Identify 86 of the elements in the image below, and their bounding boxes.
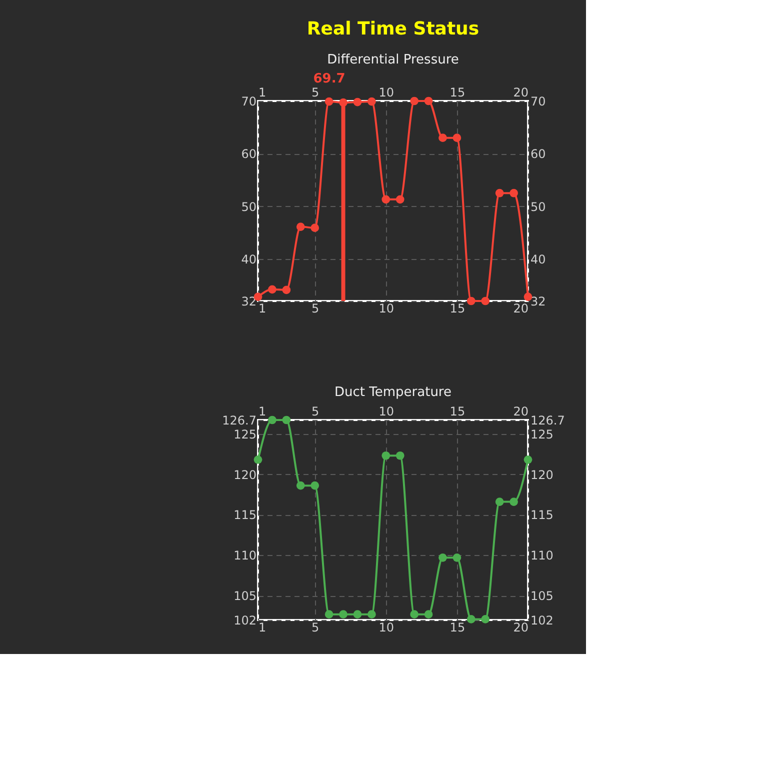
x-tick-label: 15 <box>450 620 466 634</box>
x-tick-label: 20 <box>513 620 528 634</box>
y2-tick-label: 70 <box>530 94 546 108</box>
x-tick-label: 1 <box>258 302 266 316</box>
point <box>268 285 276 294</box>
point <box>452 134 462 142</box>
y2-tick-label: 120 <box>530 468 554 482</box>
y-tick-label: 115 <box>234 508 256 522</box>
point <box>424 610 433 619</box>
point <box>310 224 320 232</box>
y-tick-label: 105 <box>234 589 256 604</box>
point <box>382 451 390 460</box>
y-tick-label: 120 <box>234 468 256 482</box>
x2-tick-label: 20 <box>513 404 528 418</box>
point <box>466 615 476 624</box>
y2-tick-label: 50 <box>530 200 546 214</box>
y-tick-label: 110 <box>234 548 256 563</box>
x-tick-label: 5 <box>312 620 320 634</box>
x2-tick-label: 5 <box>312 86 320 100</box>
x2-tick-label: 15 <box>450 404 466 418</box>
y-tick-label: 40 <box>241 252 256 266</box>
point <box>296 481 305 490</box>
point <box>368 97 376 106</box>
point <box>382 195 390 204</box>
point <box>310 481 320 490</box>
x2-tick-label: 1 <box>258 86 266 100</box>
annotation: 69.7 <box>313 72 346 87</box>
point <box>254 456 262 464</box>
y-tick-label: 70 <box>241 94 256 108</box>
x-tick-label: 10 <box>378 302 394 316</box>
x-tick-label: 5 <box>312 302 320 316</box>
y-tick-label: 102 <box>234 614 256 628</box>
y2-tick-label: 110 <box>530 548 554 563</box>
x-tick-label: 20 <box>513 302 528 316</box>
point <box>495 498 504 506</box>
y2-tick-label: 105 <box>530 589 554 604</box>
y-tick-label: 60 <box>241 147 256 162</box>
point <box>324 97 334 106</box>
point <box>524 456 532 464</box>
y2-tick-label: 40 <box>530 252 546 266</box>
x2-tick-label: 10 <box>378 86 394 100</box>
point <box>466 296 476 306</box>
y-tick-label: 50 <box>241 200 256 214</box>
point <box>396 451 404 460</box>
point <box>438 134 447 142</box>
y2-tick-label: 32 <box>530 294 546 308</box>
x-tick-label: 1 <box>258 620 266 634</box>
x2-tick-label: 1 <box>258 404 266 418</box>
y2-tick-label: 115 <box>530 508 554 522</box>
point <box>495 188 504 198</box>
y-tick-label: 125 <box>234 427 256 442</box>
point <box>282 286 291 294</box>
y-tick-label: 32 <box>241 294 256 308</box>
point <box>481 615 490 624</box>
point <box>353 98 362 106</box>
y2-tick-label: 102 <box>530 614 554 628</box>
point <box>396 195 404 204</box>
x2-tick-label: 15 <box>450 86 466 100</box>
point <box>424 96 433 106</box>
point <box>353 610 362 619</box>
y2-tick-label: 125 <box>530 427 554 442</box>
x-tick-label: 10 <box>378 620 394 634</box>
point <box>368 610 376 619</box>
point <box>410 610 418 619</box>
point <box>268 416 276 424</box>
point <box>296 222 305 231</box>
x-tick-label: 15 <box>450 302 466 316</box>
point <box>339 610 348 619</box>
point <box>510 188 518 198</box>
point <box>481 296 490 306</box>
point <box>282 416 291 424</box>
y-tick-label: 126.7 <box>222 414 256 428</box>
y2-tick-label: 126.7 <box>530 414 565 428</box>
point <box>510 498 518 506</box>
chart-title: Differential Pressure <box>327 52 459 68</box>
point <box>324 610 334 619</box>
chart-title: Duct Temperature <box>334 385 452 400</box>
x2-tick-label: 5 <box>312 404 320 418</box>
point <box>410 96 418 106</box>
point <box>438 553 447 562</box>
text: Real Time Status <box>306 18 480 40</box>
x2-tick-label: 10 <box>378 404 394 418</box>
point <box>452 553 462 562</box>
x2-tick-label: 20 <box>513 86 528 100</box>
y2-tick-label: 60 <box>530 147 546 162</box>
point <box>524 292 532 301</box>
